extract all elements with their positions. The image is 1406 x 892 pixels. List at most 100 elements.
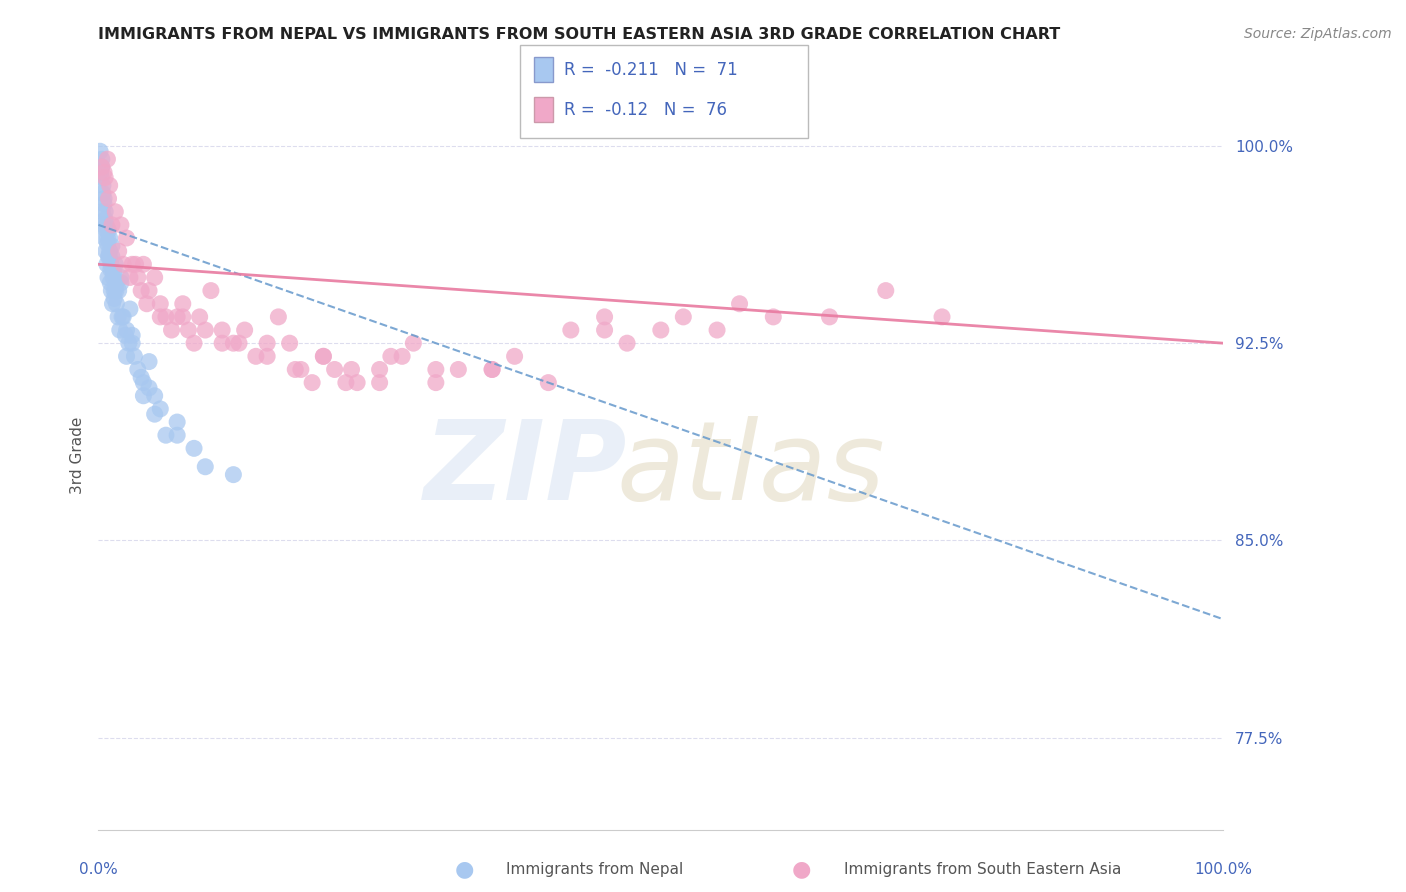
- Point: [503, 349, 526, 363]
- Point: [200, 284, 222, 298]
- Point: [278, 336, 301, 351]
- Point: [90, 152, 112, 166]
- Point: [335, 376, 357, 390]
- Point: [112, 257, 135, 271]
- Point: [290, 362, 312, 376]
- Point: [593, 310, 616, 324]
- Point: [135, 297, 157, 311]
- Point: [108, 323, 131, 337]
- Point: [172, 310, 194, 324]
- Point: [115, 231, 138, 245]
- Point: [121, 336, 143, 351]
- Point: [93, 197, 115, 211]
- Point: [149, 310, 172, 324]
- Point: [481, 362, 503, 376]
- Y-axis label: 3rd Grade: 3rd Grade: [69, 417, 84, 493]
- Point: [97, 192, 120, 206]
- Point: [728, 297, 751, 311]
- Point: [91, 204, 114, 219]
- Text: 0.0%: 0.0%: [79, 863, 118, 877]
- Text: IMMIGRANTS FROM NEPAL VS IMMIGRANTS FROM SOUTH EASTERN ASIA 3RD GRADE CORRELATIO: IMMIGRANTS FROM NEPAL VS IMMIGRANTS FROM…: [98, 27, 1060, 42]
- Point: [103, 284, 125, 298]
- Point: [103, 265, 125, 279]
- Text: ●: ●: [454, 860, 474, 880]
- Point: [94, 170, 117, 185]
- Point: [931, 310, 953, 324]
- Point: [93, 231, 115, 245]
- Point: [346, 376, 368, 390]
- Point: [129, 370, 152, 384]
- Point: [183, 442, 205, 456]
- Point: [284, 362, 307, 376]
- Point: [267, 310, 290, 324]
- Text: ●: ●: [792, 860, 811, 880]
- Point: [121, 257, 143, 271]
- Point: [104, 284, 127, 298]
- Point: [143, 407, 166, 421]
- Point: [149, 401, 172, 416]
- Point: [211, 336, 233, 351]
- Point: [672, 310, 695, 324]
- Point: [391, 349, 413, 363]
- Text: R =  -0.12   N =  76: R = -0.12 N = 76: [564, 101, 727, 119]
- Point: [127, 362, 149, 376]
- Point: [101, 239, 124, 253]
- Point: [138, 284, 160, 298]
- Point: [107, 310, 129, 324]
- Point: [100, 257, 122, 271]
- Text: ZIP: ZIP: [425, 417, 627, 524]
- Point: [143, 270, 166, 285]
- Point: [115, 349, 138, 363]
- Point: [111, 310, 134, 324]
- Point: [762, 310, 785, 324]
- Point: [97, 270, 120, 285]
- Point: [97, 249, 120, 263]
- Point: [256, 349, 278, 363]
- Point: [100, 284, 122, 298]
- Point: [90, 170, 112, 185]
- Point: [560, 323, 582, 337]
- Point: [96, 236, 118, 251]
- Point: [132, 389, 155, 403]
- Point: [98, 231, 121, 245]
- Point: [155, 310, 177, 324]
- Point: [129, 284, 152, 298]
- Point: [103, 292, 125, 306]
- Point: [402, 336, 425, 351]
- Point: [875, 284, 897, 298]
- Point: [425, 362, 447, 376]
- Point: [312, 349, 335, 363]
- Point: [425, 376, 447, 390]
- Point: [138, 381, 160, 395]
- Point: [194, 323, 217, 337]
- Point: [256, 336, 278, 351]
- Point: [96, 231, 118, 245]
- Point: [98, 249, 121, 263]
- Point: [101, 297, 124, 311]
- Point: [100, 262, 122, 277]
- Point: [222, 336, 245, 351]
- Point: [228, 336, 250, 351]
- Point: [90, 160, 112, 174]
- Point: [94, 244, 117, 259]
- Point: [90, 160, 112, 174]
- Point: [118, 336, 141, 351]
- Point: [124, 349, 146, 363]
- Point: [155, 428, 177, 442]
- Point: [481, 362, 503, 376]
- Point: [107, 284, 129, 298]
- Point: [138, 354, 160, 368]
- Point: [114, 328, 136, 343]
- Point: [818, 310, 841, 324]
- Point: [301, 376, 323, 390]
- Point: [94, 212, 117, 227]
- Point: [98, 276, 121, 290]
- Point: [149, 297, 172, 311]
- Point: [124, 257, 146, 271]
- Point: [110, 218, 132, 232]
- Text: 100.0%: 100.0%: [1194, 863, 1253, 877]
- Point: [93, 165, 115, 179]
- Point: [323, 362, 346, 376]
- Point: [91, 186, 114, 201]
- Text: atlas: atlas: [616, 417, 886, 524]
